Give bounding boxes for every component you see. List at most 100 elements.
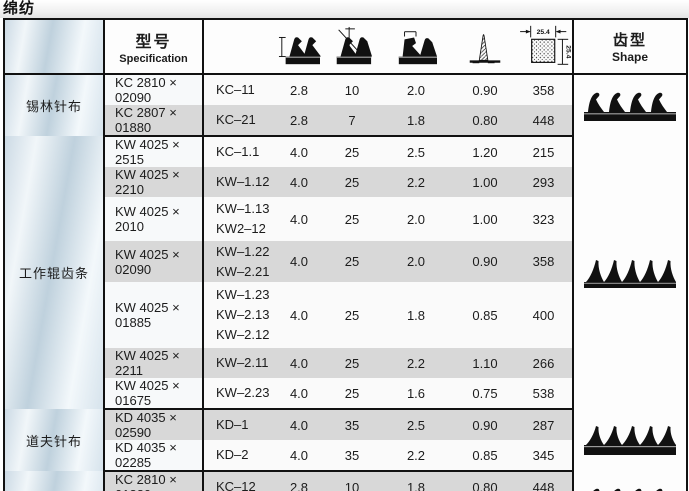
cell-thickness: 0.80 xyxy=(455,105,515,137)
page-title: 绵纺 xyxy=(0,0,689,18)
cell-thickness: 0.75 xyxy=(455,378,515,410)
cell-density: 287 xyxy=(515,409,573,440)
cell-shape xyxy=(572,74,687,136)
cell-angle: 25 xyxy=(327,167,377,197)
cell-height: 4.0 xyxy=(271,378,327,410)
cell-thickness: 0.90 xyxy=(455,409,515,440)
cell-spec: KD 4035 × 02590 xyxy=(104,409,204,440)
cell-angle: 25 xyxy=(327,348,377,378)
cell-density: 293 xyxy=(515,167,573,197)
cell-density: 215 xyxy=(532,144,555,160)
tooth-shape-hooked-icon xyxy=(584,92,676,121)
cell-angle: 25 xyxy=(327,378,377,410)
cell-angle: 10 xyxy=(344,82,360,98)
cell-spec: KW 4025 × 2211 xyxy=(104,348,204,378)
cell-spec: KW 4025 × 2515 xyxy=(104,136,204,167)
cell-angle: 25 xyxy=(344,211,360,227)
cell-spec: KD 4035 × 02285 xyxy=(104,440,204,472)
cell-model: KW–1.22 KW–2.21 xyxy=(203,241,271,282)
model-line: KW–1.23 xyxy=(216,287,270,302)
table-row: KC 2807 × 01880 KC–21 2.8 7 1.8 0.80 448 xyxy=(4,105,687,137)
spec-header-en: Specification xyxy=(119,53,188,65)
cell-thickness: 0.85 xyxy=(472,307,498,323)
tooth-thickness-icon xyxy=(469,33,501,63)
cell-spec: KW 4025 × 01885 xyxy=(104,282,204,348)
table-row: KD 4035 × 02285 KD–2 4.0 35 2.2 0.85 345 xyxy=(4,440,687,472)
model-line: KW–2.13 xyxy=(216,307,270,322)
cell-height: 4.0 xyxy=(289,144,309,160)
cell-tip: 1.6 xyxy=(377,378,455,410)
tooth-shape-slant-thick-base-icon xyxy=(584,426,676,455)
category-header-cell xyxy=(4,19,105,75)
spec-header: 型号 Specification xyxy=(104,19,204,75)
cell-tip: 2.0 xyxy=(406,82,426,98)
cell-shape xyxy=(572,136,687,409)
cell-spec: KW 4025 × 2210 xyxy=(104,167,204,197)
cell-density: 358 xyxy=(515,241,573,282)
cell-category: 工作辊齿条 xyxy=(4,136,105,409)
cell-height: 4.0 xyxy=(271,167,327,197)
table-row: 锡林针布 KC 2810 × 01880 KC–12 2.8 10 1.8 0.… xyxy=(4,471,687,491)
angle-header-cell xyxy=(327,19,377,75)
cell-height: 4.0 xyxy=(271,348,327,378)
cell-density: 345 xyxy=(515,440,573,472)
cell-density: 266 xyxy=(515,348,573,378)
cell-angle: 10 xyxy=(327,471,377,491)
tooth-height-icon xyxy=(278,36,321,64)
cell-category: 锡林针布 xyxy=(4,74,105,136)
cell-thickness: 1.20 xyxy=(472,144,498,160)
cell-model: KD–2 xyxy=(203,440,271,472)
cell-category: 道夫针布 xyxy=(4,409,105,471)
cell-shape xyxy=(572,471,687,491)
cell-tip: 2.2 xyxy=(377,440,455,472)
cell-height: 4.0 xyxy=(271,241,327,282)
cell-model: KC–1.1 xyxy=(203,136,271,167)
height-header-cell xyxy=(271,19,327,75)
cell-model: KW–1.13 KW2–12 xyxy=(203,197,271,241)
model-line: KC–1.1 xyxy=(216,144,260,159)
cell-height: 4.0 xyxy=(271,409,327,440)
cell-model: KW–2.23 xyxy=(203,378,271,410)
cell-height: 4.0 xyxy=(289,307,309,323)
cell-angle: 25 xyxy=(344,307,360,323)
cell-tip: 2.5 xyxy=(377,409,455,440)
cell-tip: 1.8 xyxy=(406,307,426,323)
spec-table: 型号 Specification xyxy=(3,18,688,491)
table-row: KW 4025 × 01885 KW–1.23 KW–2.13 KW–2.12 … xyxy=(4,282,687,348)
shape-header-en: Shape xyxy=(611,50,648,64)
table-row: KW 4025 × 2210 KW–1.12 4.0 25 2.2 1.00 2… xyxy=(4,167,687,197)
density-width-label: 25.4 xyxy=(537,29,550,36)
model-line: KW–2.23 xyxy=(216,385,270,400)
cell-model: KW–2.11 xyxy=(203,348,271,378)
cell-density: 448 xyxy=(515,471,573,491)
model-line: KC–11 xyxy=(216,82,255,97)
table-row: 锡林针布 KC 2810 × 02090 KC–11 2.8 10 2.0 0.… xyxy=(4,74,687,136)
cell-thickness: 0.90 xyxy=(472,82,498,98)
tooth-tip-width-icon xyxy=(398,30,437,64)
model-line: KW–1.22 xyxy=(216,243,270,259)
cell-angle: 7 xyxy=(327,105,377,137)
cell-density: 448 xyxy=(515,105,573,137)
cell-tip: 1.8 xyxy=(377,471,455,491)
density-height-label: 25.4 xyxy=(564,45,571,58)
density-header-cell: 25.4 25.4 xyxy=(515,19,573,75)
cell-spec: KC 2810 × 02090 xyxy=(104,74,204,105)
thickness-header-cell xyxy=(455,19,515,75)
cell-spec: KW 4025 × 01675 xyxy=(104,378,204,410)
cell-thickness: 0.85 xyxy=(455,440,515,472)
cell-model: KW–1.23 KW–2.13 KW–2.12 xyxy=(203,282,271,348)
model-line: KD–2 xyxy=(216,447,249,462)
cell-tip: 2.5 xyxy=(406,144,426,160)
cell-shape xyxy=(572,409,687,471)
cell-tip: 1.8 xyxy=(377,105,455,137)
cell-spec: KC 2807 × 01880 xyxy=(104,105,204,137)
cell-height: 2.8 xyxy=(271,105,327,137)
cell-thickness: 1.10 xyxy=(455,348,515,378)
cell-model: KW–1.12 xyxy=(203,167,271,197)
cell-model: KC–11 xyxy=(203,74,271,105)
cell-thickness: 1.00 xyxy=(455,167,515,197)
cell-thickness: 0.90 xyxy=(455,241,515,282)
shape-header-zh: 齿型 xyxy=(612,32,647,49)
model-line: KW2–12 xyxy=(216,221,266,236)
